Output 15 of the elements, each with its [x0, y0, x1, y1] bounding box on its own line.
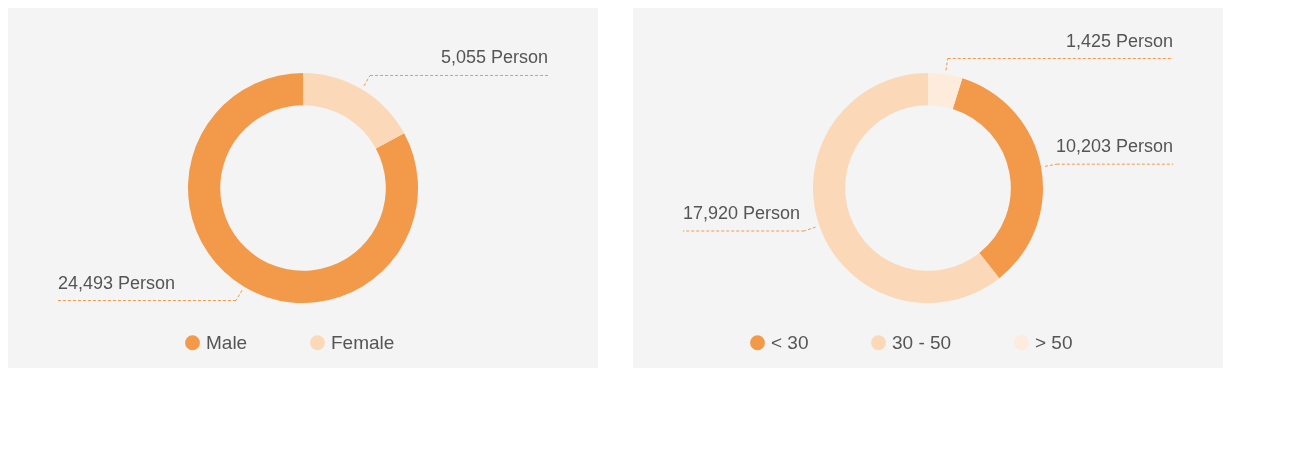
- donut-slice: [303, 73, 405, 149]
- donut-slice: [813, 73, 1000, 303]
- legend-label: 30 - 50: [892, 331, 952, 353]
- legend-label: Male: [206, 331, 248, 353]
- legend-label: > 50: [1035, 331, 1073, 353]
- donut-slice: [188, 73, 418, 303]
- legend-label: < 30: [771, 331, 809, 353]
- data-label: 24,493 Person: [58, 272, 176, 293]
- donut-slice: [928, 73, 963, 109]
- donut-slice: [952, 78, 1043, 279]
- data-label: 10,203 Person: [1055, 136, 1173, 157]
- data-label: 1,425 Person: [1065, 30, 1173, 51]
- data-label: 17,920 Person: [683, 203, 801, 224]
- legend-label: Female: [331, 331, 395, 353]
- data-label: 5,055 Person: [440, 47, 548, 68]
